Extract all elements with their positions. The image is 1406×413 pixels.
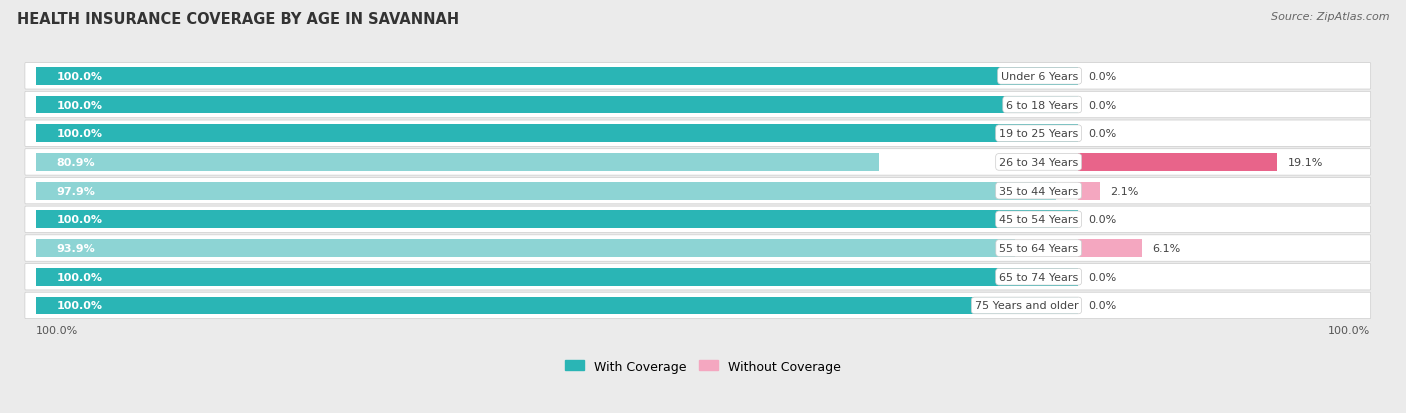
Legend: With Coverage, Without Coverage: With Coverage, Without Coverage <box>561 355 845 377</box>
Text: 6.1%: 6.1% <box>1153 243 1181 254</box>
Text: 100.0%: 100.0% <box>35 325 79 335</box>
FancyBboxPatch shape <box>25 264 1371 290</box>
Text: 100.0%: 100.0% <box>56 272 103 282</box>
Text: Source: ZipAtlas.com: Source: ZipAtlas.com <box>1271 12 1389 22</box>
Text: HEALTH INSURANCE COVERAGE BY AGE IN SAVANNAH: HEALTH INSURANCE COVERAGE BY AGE IN SAVA… <box>17 12 458 27</box>
Text: 0.0%: 0.0% <box>1088 272 1116 282</box>
Bar <box>1078 182 1099 200</box>
FancyBboxPatch shape <box>25 292 1371 319</box>
Text: 0.0%: 0.0% <box>1088 71 1116 82</box>
Text: 2.1%: 2.1% <box>1111 186 1139 196</box>
Bar <box>1078 154 1278 171</box>
Text: 45 to 54 Years: 45 to 54 Years <box>1000 215 1078 225</box>
FancyBboxPatch shape <box>25 178 1371 204</box>
Text: 100.0%: 100.0% <box>56 215 103 225</box>
Bar <box>35 96 1078 114</box>
Bar <box>35 125 1078 143</box>
Text: Under 6 Years: Under 6 Years <box>1001 71 1078 82</box>
Text: 19 to 25 Years: 19 to 25 Years <box>1000 129 1078 139</box>
FancyBboxPatch shape <box>25 92 1371 119</box>
Bar <box>35 240 1015 257</box>
Text: 6 to 18 Years: 6 to 18 Years <box>1007 100 1078 110</box>
Text: 75 Years and older: 75 Years and older <box>974 301 1078 311</box>
Bar <box>35 182 1056 200</box>
Bar <box>35 297 1078 315</box>
Text: 55 to 64 Years: 55 to 64 Years <box>1000 243 1078 254</box>
Text: 100.0%: 100.0% <box>56 129 103 139</box>
Text: 100.0%: 100.0% <box>56 301 103 311</box>
Bar <box>35 211 1078 229</box>
Bar <box>35 154 879 171</box>
Text: 100.0%: 100.0% <box>56 100 103 110</box>
Text: 0.0%: 0.0% <box>1088 301 1116 311</box>
Bar <box>1078 240 1142 257</box>
Text: 0.0%: 0.0% <box>1088 129 1116 139</box>
Text: 100.0%: 100.0% <box>1327 325 1371 335</box>
Text: 35 to 44 Years: 35 to 44 Years <box>1000 186 1078 196</box>
Text: 100.0%: 100.0% <box>56 71 103 82</box>
FancyBboxPatch shape <box>25 235 1371 261</box>
Text: 93.9%: 93.9% <box>56 243 96 254</box>
Text: 19.1%: 19.1% <box>1288 157 1323 168</box>
Text: 97.9%: 97.9% <box>56 186 96 196</box>
Text: 0.0%: 0.0% <box>1088 100 1116 110</box>
FancyBboxPatch shape <box>25 150 1371 176</box>
Text: 80.9%: 80.9% <box>56 157 96 168</box>
Text: 65 to 74 Years: 65 to 74 Years <box>1000 272 1078 282</box>
FancyBboxPatch shape <box>25 64 1371 90</box>
FancyBboxPatch shape <box>25 206 1371 233</box>
Text: 0.0%: 0.0% <box>1088 215 1116 225</box>
Bar <box>35 68 1078 85</box>
Text: 26 to 34 Years: 26 to 34 Years <box>1000 157 1078 168</box>
FancyBboxPatch shape <box>25 121 1371 147</box>
Bar <box>35 268 1078 286</box>
